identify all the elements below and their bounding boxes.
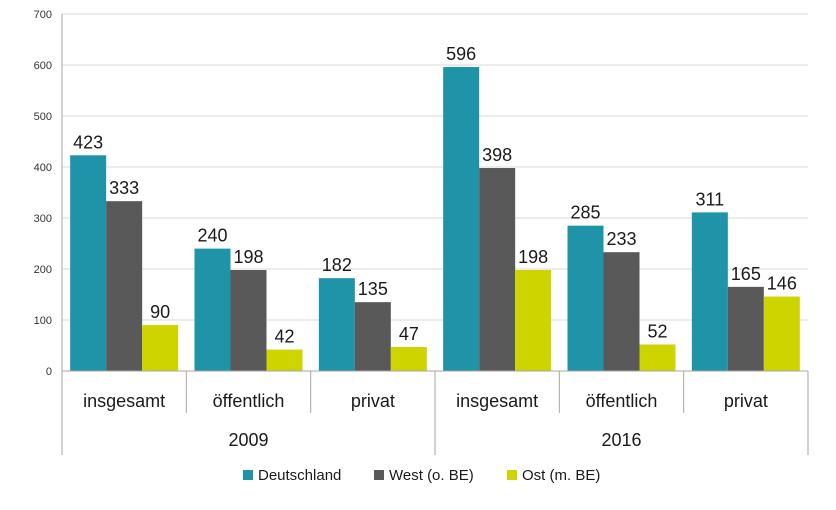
bar [639,344,676,371]
legend-swatch [374,470,384,480]
data-label: 198 [518,247,548,267]
bar [266,349,303,371]
group-label: 2016 [601,430,641,450]
data-label: 52 [647,321,667,341]
bars [70,67,800,371]
gridlines [61,13,808,372]
data-label: 240 [197,226,227,246]
category-label: öffentlich [586,391,658,411]
bar [727,286,764,371]
bar [354,302,391,371]
y-tick-label: 200 [34,264,52,276]
legend-swatch [243,470,253,480]
y-tick-label: 500 [34,111,52,123]
bar [318,278,355,371]
y-tick-label: 300 [34,213,52,225]
data-label: 596 [446,44,476,64]
data-label: 182 [322,255,352,275]
y-tick-label: 600 [34,60,52,72]
data-label: 398 [482,145,512,165]
legend-label: West (o. BE) [389,467,474,484]
bar [763,296,800,371]
bar [106,201,143,371]
data-label: 135 [358,279,388,299]
data-label: 233 [606,229,636,249]
bar [230,270,267,371]
category-label: privat [351,391,395,411]
legend-label: Ost (m. BE) [522,467,600,484]
data-labels: 423 240 182 596 285 311 333 198 135 398 233 165 90 42… [73,44,797,347]
bar [194,248,231,371]
category-label: öffentlich [213,391,285,411]
y-tick-label: 700 [34,9,52,21]
y-axis-ticks: 0 100 200 300 400 500 600 700 [34,9,52,378]
category-label: insgesamt [83,391,165,411]
y-tick-label: 100 [34,315,52,327]
data-label: 311 [695,189,724,209]
bar [567,225,604,371]
bar [515,270,552,371]
data-label: 165 [731,264,761,284]
group-label: 2009 [228,430,268,450]
data-label: 423 [73,132,103,152]
bar [142,325,179,371]
bar [390,347,427,371]
y-tick-label: 0 [46,366,52,378]
bar [70,155,107,371]
data-label: 198 [233,247,263,267]
bar [443,67,480,371]
bar [479,168,516,371]
legend-swatch [507,470,517,480]
x-axis: insgesamt öffentlich privat insgesamt öffent… [61,370,809,455]
bar [691,212,728,371]
legend-label: Deutschland [258,467,341,484]
y-tick-label: 400 [34,162,52,174]
data-label: 42 [274,327,294,347]
data-label: 47 [399,324,419,344]
data-label: 333 [109,178,139,198]
data-label: 285 [570,203,600,223]
data-label: 90 [150,302,170,322]
bar [603,252,640,371]
category-label: insgesamt [456,391,538,411]
legend: Deutschland West (o. BE) Ost (m. BE) [243,467,600,484]
category-label: privat [724,391,768,411]
data-label: 146 [767,274,797,294]
